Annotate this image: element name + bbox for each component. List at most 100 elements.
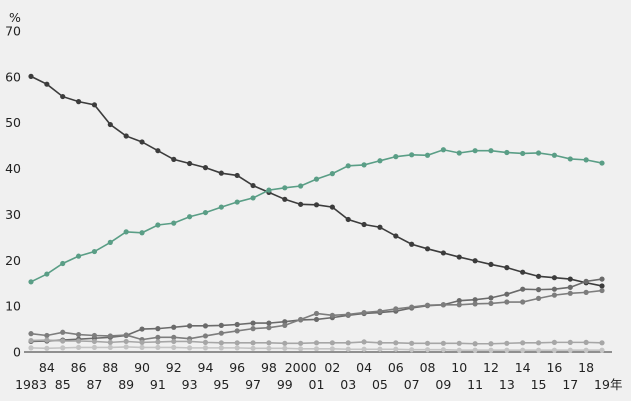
data-point: [520, 347, 526, 353]
data-point: [361, 162, 367, 168]
data-point: [345, 216, 351, 223]
data-point: [488, 347, 494, 353]
data-point: [202, 339, 209, 345]
data-point: [234, 328, 240, 334]
data-point: [266, 340, 272, 346]
data-point: [472, 297, 478, 303]
data-point: [424, 302, 431, 308]
data-point: [298, 183, 304, 189]
x-tick-label: 12: [483, 360, 499, 375]
data-point: [393, 346, 399, 352]
data-point: [187, 338, 193, 345]
data-point: [234, 345, 240, 351]
data-point: [599, 340, 605, 346]
x-tick-label: 99: [277, 377, 293, 392]
data-point: [440, 347, 446, 353]
x-tick-label: 08: [420, 360, 436, 375]
y-tick-label: 60: [5, 69, 21, 84]
data-point: [599, 283, 605, 289]
data-point: [535, 150, 542, 156]
data-point: [187, 214, 193, 220]
data-point: [472, 148, 478, 154]
data-point: [599, 287, 605, 294]
data-point: [202, 345, 209, 351]
series-line: [30, 148, 603, 283]
x-tick-label: 84: [39, 360, 55, 375]
data-point: [155, 339, 161, 345]
x-tick-label: 16: [546, 360, 562, 375]
data-point: [456, 347, 462, 353]
x-tick-label: 90: [134, 360, 150, 375]
data-point: [345, 163, 351, 169]
data-point: [583, 289, 589, 295]
data-point: [91, 344, 98, 351]
data-point: [393, 340, 399, 346]
data-point: [504, 149, 510, 156]
data-point: [424, 347, 431, 353]
data-point: [456, 150, 462, 156]
data-point: [266, 345, 272, 351]
data-point: [535, 295, 542, 301]
data-point: [298, 201, 304, 207]
data-point: [329, 204, 335, 210]
data-point: [313, 176, 320, 182]
data-point: [567, 284, 573, 290]
x-tick-label: 94: [198, 360, 214, 375]
data-point: [28, 73, 34, 79]
data-point: [234, 172, 240, 179]
y-axis-unit-label: %: [9, 10, 21, 25]
data-point: [551, 347, 558, 353]
data-point: [266, 325, 272, 331]
x-tick-label: 87: [86, 377, 102, 392]
data-point: [91, 338, 98, 345]
data-point: [234, 340, 240, 346]
data-point: [551, 275, 558, 281]
data-point: [202, 323, 209, 329]
data-point: [393, 154, 399, 160]
data-point: [91, 248, 98, 255]
data-point: [456, 340, 462, 346]
series-4: [28, 287, 605, 343]
data-point: [424, 152, 431, 158]
data-point: [567, 276, 573, 282]
x-tick-label: 86: [71, 360, 87, 375]
data-point: [234, 321, 240, 328]
x-tick-label: 01: [309, 377, 325, 392]
data-point: [155, 326, 161, 332]
data-point: [139, 230, 145, 236]
data-point: [218, 345, 224, 351]
data-point: [424, 246, 431, 252]
data-point: [187, 345, 193, 351]
data-point: [504, 291, 510, 297]
data-point: [535, 340, 542, 346]
x-axis-unit-label: 年: [610, 377, 623, 392]
data-point: [488, 341, 494, 347]
data-point: [520, 299, 526, 305]
x-tick-label: 14: [515, 360, 531, 375]
data-point: [107, 121, 113, 128]
data-point: [456, 298, 462, 304]
data-point: [139, 344, 145, 351]
data-point: [187, 160, 193, 167]
x-tick-label: 09: [435, 377, 451, 392]
tick-layer: 0102030405060701983848586878889909192939…: [5, 24, 610, 393]
x-tick-label: 98: [261, 360, 277, 375]
y-tick-label: 0: [13, 345, 21, 360]
data-point: [171, 220, 177, 226]
data-point: [155, 222, 161, 228]
data-point: [123, 338, 129, 345]
data-point: [234, 199, 240, 205]
data-point: [250, 326, 256, 332]
data-point: [75, 344, 82, 351]
data-point: [60, 260, 66, 267]
data-point: [250, 345, 256, 351]
x-tick-label: 19: [594, 377, 610, 392]
data-point: [472, 347, 478, 353]
data-point: [139, 139, 145, 145]
y-tick-label: 40: [5, 161, 21, 176]
data-point: [298, 346, 304, 352]
data-point: [218, 204, 224, 210]
data-point: [377, 308, 383, 314]
x-tick-label: 13: [499, 377, 515, 392]
x-tick-label: 17: [562, 377, 578, 392]
